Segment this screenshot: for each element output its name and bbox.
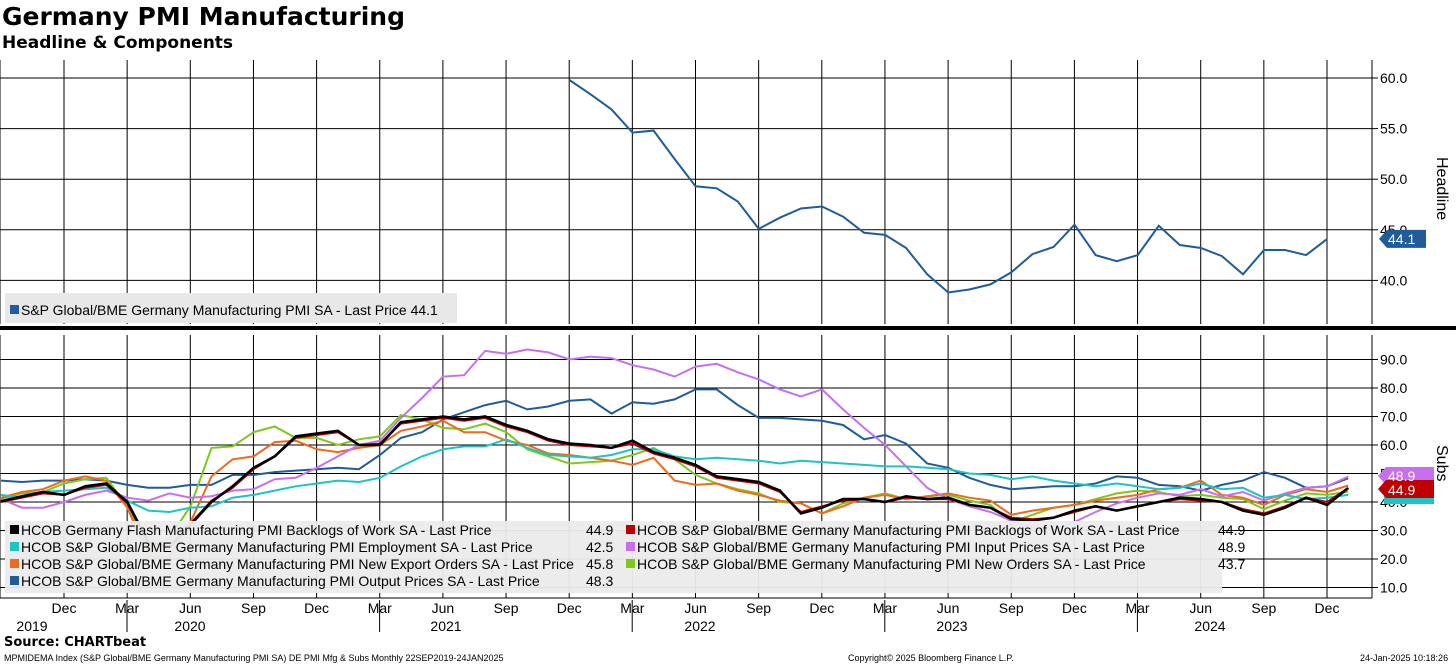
top-last-value-flag: 44.1	[1379, 229, 1426, 248]
bottom-y-tick-label: 20.0	[1380, 551, 1407, 567]
bottom-legend-value: 48.3	[586, 573, 613, 589]
top-legend-swatch	[10, 305, 19, 314]
bottom-legend-swatch	[10, 542, 19, 551]
x-month-label: Sep	[241, 600, 266, 616]
ticker-description: MPMIDEMA Index (S&P Global/BME Germany M…	[4, 653, 504, 663]
x-month-label: Dec	[304, 600, 329, 616]
top-series-group	[568, 79, 1328, 294]
bottom-legend-value: 43.7	[1218, 556, 1245, 572]
bottom-last-value-flags: 48.944.9	[1378, 467, 1434, 504]
chart-title: Germany PMI Manufacturing	[2, 2, 405, 31]
x-month-label: Dec	[52, 600, 77, 616]
x-year-label: 2020	[174, 618, 205, 634]
subs-series-line	[0, 438, 1349, 514]
bottom-legend-value: 45.8	[586, 556, 613, 572]
x-year-label: 2023	[936, 618, 967, 634]
x-month-label: Dec	[1315, 600, 1340, 616]
x-year-label: 2021	[430, 618, 461, 634]
x-month-label: Jun	[179, 600, 202, 616]
bottom-legend-swatch	[626, 525, 635, 534]
bottom-legend-swatch	[626, 542, 635, 551]
backlogs-flag	[1378, 480, 1434, 498]
bottom-legend-name: HCOB S&P Global/BME Germany Manufacturin…	[21, 539, 533, 555]
x-axis: Dec Mar Jun Sep Dec Mar Jun Sep Dec Mar Jun Sep Dec M…	[0, 597, 1372, 634]
bottom-legend-value: 48.9	[1218, 539, 1245, 555]
x-month-label: Jun	[684, 600, 707, 616]
bottom-legend: HCOB Germany Flash Manufacturing PMI Bac…	[5, 521, 1245, 593]
input-prices-flag-label: 48.9	[1388, 468, 1415, 484]
top-axis-title: Headline	[1433, 157, 1450, 220]
x-month-label: Jun	[432, 600, 455, 616]
x-month-label: Sep	[746, 600, 771, 616]
top-legend-bg	[5, 293, 457, 323]
top-y-tick-label: 60.0	[1380, 70, 1407, 86]
bottom-y-tick-label: 70.0	[1380, 409, 1407, 425]
bottom-legend-value: 42.5	[586, 539, 613, 555]
x-month-label: Sep	[494, 600, 519, 616]
bottom-legend-bg	[5, 521, 1222, 593]
bottom-axis-title: Subs	[1433, 445, 1450, 481]
timestamp: 24-Jan-2025 10:18:26	[1360, 653, 1449, 663]
headline-pmi-line	[568, 79, 1328, 294]
x-month-label: Dec	[809, 600, 834, 616]
subs-series-line	[0, 388, 1349, 492]
bottom-legend-name: HCOB S&P Global/BME Germany Manufacturin…	[637, 539, 1145, 555]
bottom-series-group	[0, 348, 1350, 559]
bottom-legend-value: 44.9	[586, 522, 613, 538]
x-year-label: 2019	[16, 618, 47, 634]
chart-subtitle: Headline & Components	[2, 33, 234, 53]
top-legend-text: S&P Global/BME Germany Manufacturing PMI…	[21, 302, 438, 318]
x-year-label: 2024	[1194, 618, 1225, 634]
x-month-label: Dec	[557, 600, 582, 616]
bottom-legend-name: HCOB S&P Global/BME Germany Manufacturin…	[637, 522, 1180, 538]
bottom-y-tick-label: 90.0	[1380, 352, 1407, 368]
subs-series-line	[0, 415, 1350, 550]
bottom-legend-name: HCOB S&P Global/BME Germany Manufacturin…	[637, 556, 1146, 572]
top-y-tick-label: 50.0	[1380, 171, 1407, 187]
bottom-legend-name: HCOB Germany Flash Manufacturing PMI Bac…	[21, 522, 492, 538]
top-flag-shape	[1379, 229, 1426, 248]
top-flag-label: 44.1	[1388, 231, 1415, 247]
bottom-y-tick-label: 10.0	[1380, 580, 1407, 596]
x-month-label: Dec	[1062, 600, 1087, 616]
bottom-legend-swatch	[626, 559, 635, 568]
x-month-label: Sep	[1251, 600, 1276, 616]
bottom-legend-value: 44.9	[1218, 522, 1245, 538]
bottom-legend-name: HCOB S&P Global/BME Germany Manufacturin…	[21, 556, 574, 572]
bottom-legend-swatch	[10, 559, 19, 568]
source-label: Source: CHARTbeat	[4, 635, 147, 650]
top-y-tick-label: 40.0	[1380, 272, 1407, 288]
subs-series-line	[0, 419, 1349, 559]
panel-separator	[0, 326, 1456, 330]
bottom-legend-name: HCOB S&P Global/BME Germany Manufacturin…	[21, 573, 540, 589]
x-month-label: Jun	[937, 600, 960, 616]
employment-flag	[1384, 494, 1434, 504]
top-legend: S&P Global/BME Germany Manufacturing PMI…	[5, 293, 457, 323]
backlogs-flag-label: 44.9	[1388, 482, 1415, 498]
copyright: Copyright© 2025 Bloomberg Finance L.P.	[848, 653, 1014, 663]
x-month-label: Sep	[999, 600, 1024, 616]
bottom-legend-swatch	[10, 525, 19, 534]
top-y-tick-label: 55.0	[1380, 121, 1407, 137]
x-year-label: 2022	[684, 618, 715, 634]
bottom-y-tick-label: 60.0	[1380, 437, 1407, 453]
bottom-legend-swatch	[10, 576, 19, 585]
bottom-y-tick-label: 30.0	[1380, 523, 1407, 539]
bottom-y-tick-label: 80.0	[1380, 380, 1407, 396]
x-month-label: Jun	[1189, 600, 1212, 616]
